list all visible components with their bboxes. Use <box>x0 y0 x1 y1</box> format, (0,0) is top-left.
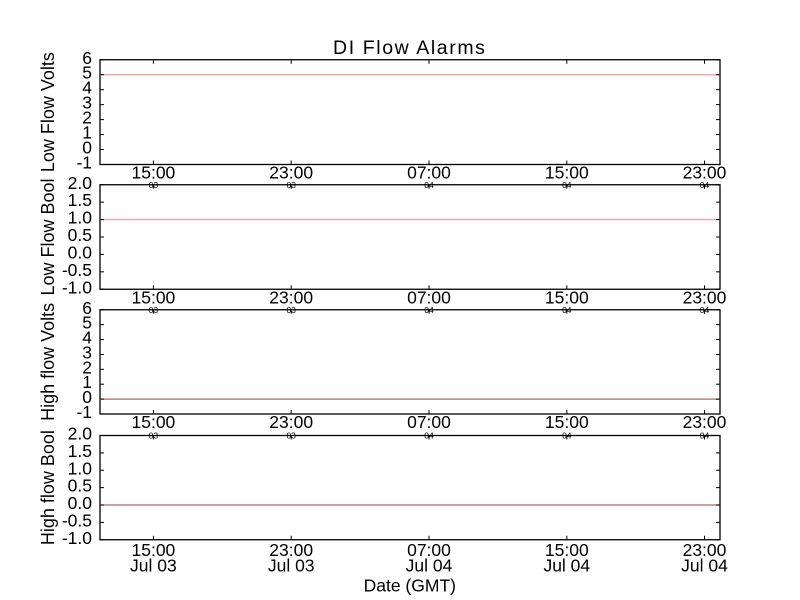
svg-text:-1.0: -1.0 <box>62 277 92 297</box>
svg-text:Jul 04: Jul 04 <box>681 555 728 575</box>
svg-text:Jul 04: Jul 04 <box>406 555 453 575</box>
svg-text:High flow Bool: High flow Bool <box>38 430 58 545</box>
svg-text:DI Flow Alarms: DI Flow Alarms <box>333 37 487 59</box>
svg-text:-1: -1 <box>76 402 92 422</box>
svg-text:15:00: 15:00 <box>545 412 589 432</box>
svg-text:Low Flow Volts: Low Flow Volts <box>38 52 58 172</box>
svg-text:Jul 04: Jul 04 <box>543 555 590 575</box>
svg-text:15:00: 15:00 <box>132 412 176 432</box>
svg-text:Low Flow Bool: Low Flow Bool <box>38 178 58 295</box>
svg-text:23:00: 23:00 <box>683 412 727 432</box>
svg-text:Jul 03: Jul 03 <box>130 555 177 575</box>
svg-text:Date (GMT): Date (GMT) <box>364 575 456 595</box>
svg-text:Jul 03: Jul 03 <box>268 555 315 575</box>
svg-text:07:00: 07:00 <box>407 412 451 432</box>
svg-text:23:00: 23:00 <box>269 412 313 432</box>
svg-text:-1.0: -1.0 <box>62 528 92 548</box>
svg-text:High flow Volts: High flow Volts <box>38 303 58 421</box>
svg-text:-1: -1 <box>76 153 92 173</box>
